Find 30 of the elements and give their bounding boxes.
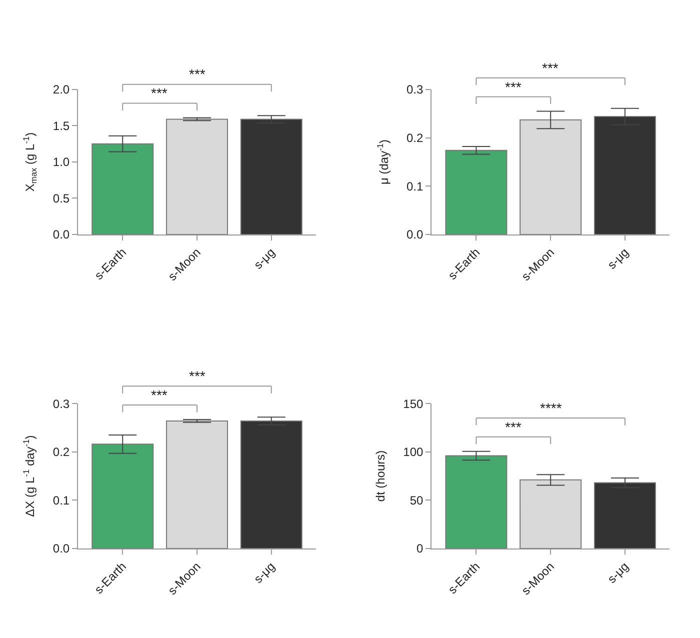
x-tick-label: s-μg [604, 559, 632, 586]
y-tick-label: 0.1 [52, 493, 70, 508]
annotation: *** [505, 419, 522, 435]
y-tick-label: 0.0 [52, 228, 70, 242]
y-tick-label: 0.1 [406, 179, 424, 194]
y-tick-label: 0.2 [406, 131, 424, 145]
y-tick-label: 0 [416, 542, 424, 556]
y-tick-label: 0.0 [406, 228, 424, 242]
text: *** [151, 387, 168, 403]
y-tick-label: 0.2 [52, 445, 70, 460]
y-tick-label: 150 [403, 396, 424, 411]
y-tick-label: 1.5 [52, 118, 70, 133]
y-tick-label: 0.3 [52, 396, 70, 411]
x-tick-label: s-μg [251, 245, 278, 272]
y-tick-label: 0.3 [406, 82, 424, 97]
x-tick-label: s-μg [604, 245, 632, 272]
annotation: **** [540, 400, 562, 416]
text: *** [189, 368, 206, 384]
text: *** [542, 60, 559, 76]
y-tick-label: 0.0 [52, 542, 70, 556]
text: *** [189, 66, 206, 82]
y-tick-label: 1.0 [52, 155, 70, 170]
annotation: *** [151, 85, 168, 101]
annotation: *** [505, 79, 522, 95]
y-tick-label: 50 [410, 493, 424, 508]
y-tick-label: 100 [403, 445, 424, 460]
y-tick-label: 2.0 [52, 82, 70, 97]
y-axis-title: dt (hours) [373, 450, 388, 502]
x-tick-label: s-μg [251, 559, 278, 586]
y-tick-label: 0.5 [52, 191, 70, 206]
